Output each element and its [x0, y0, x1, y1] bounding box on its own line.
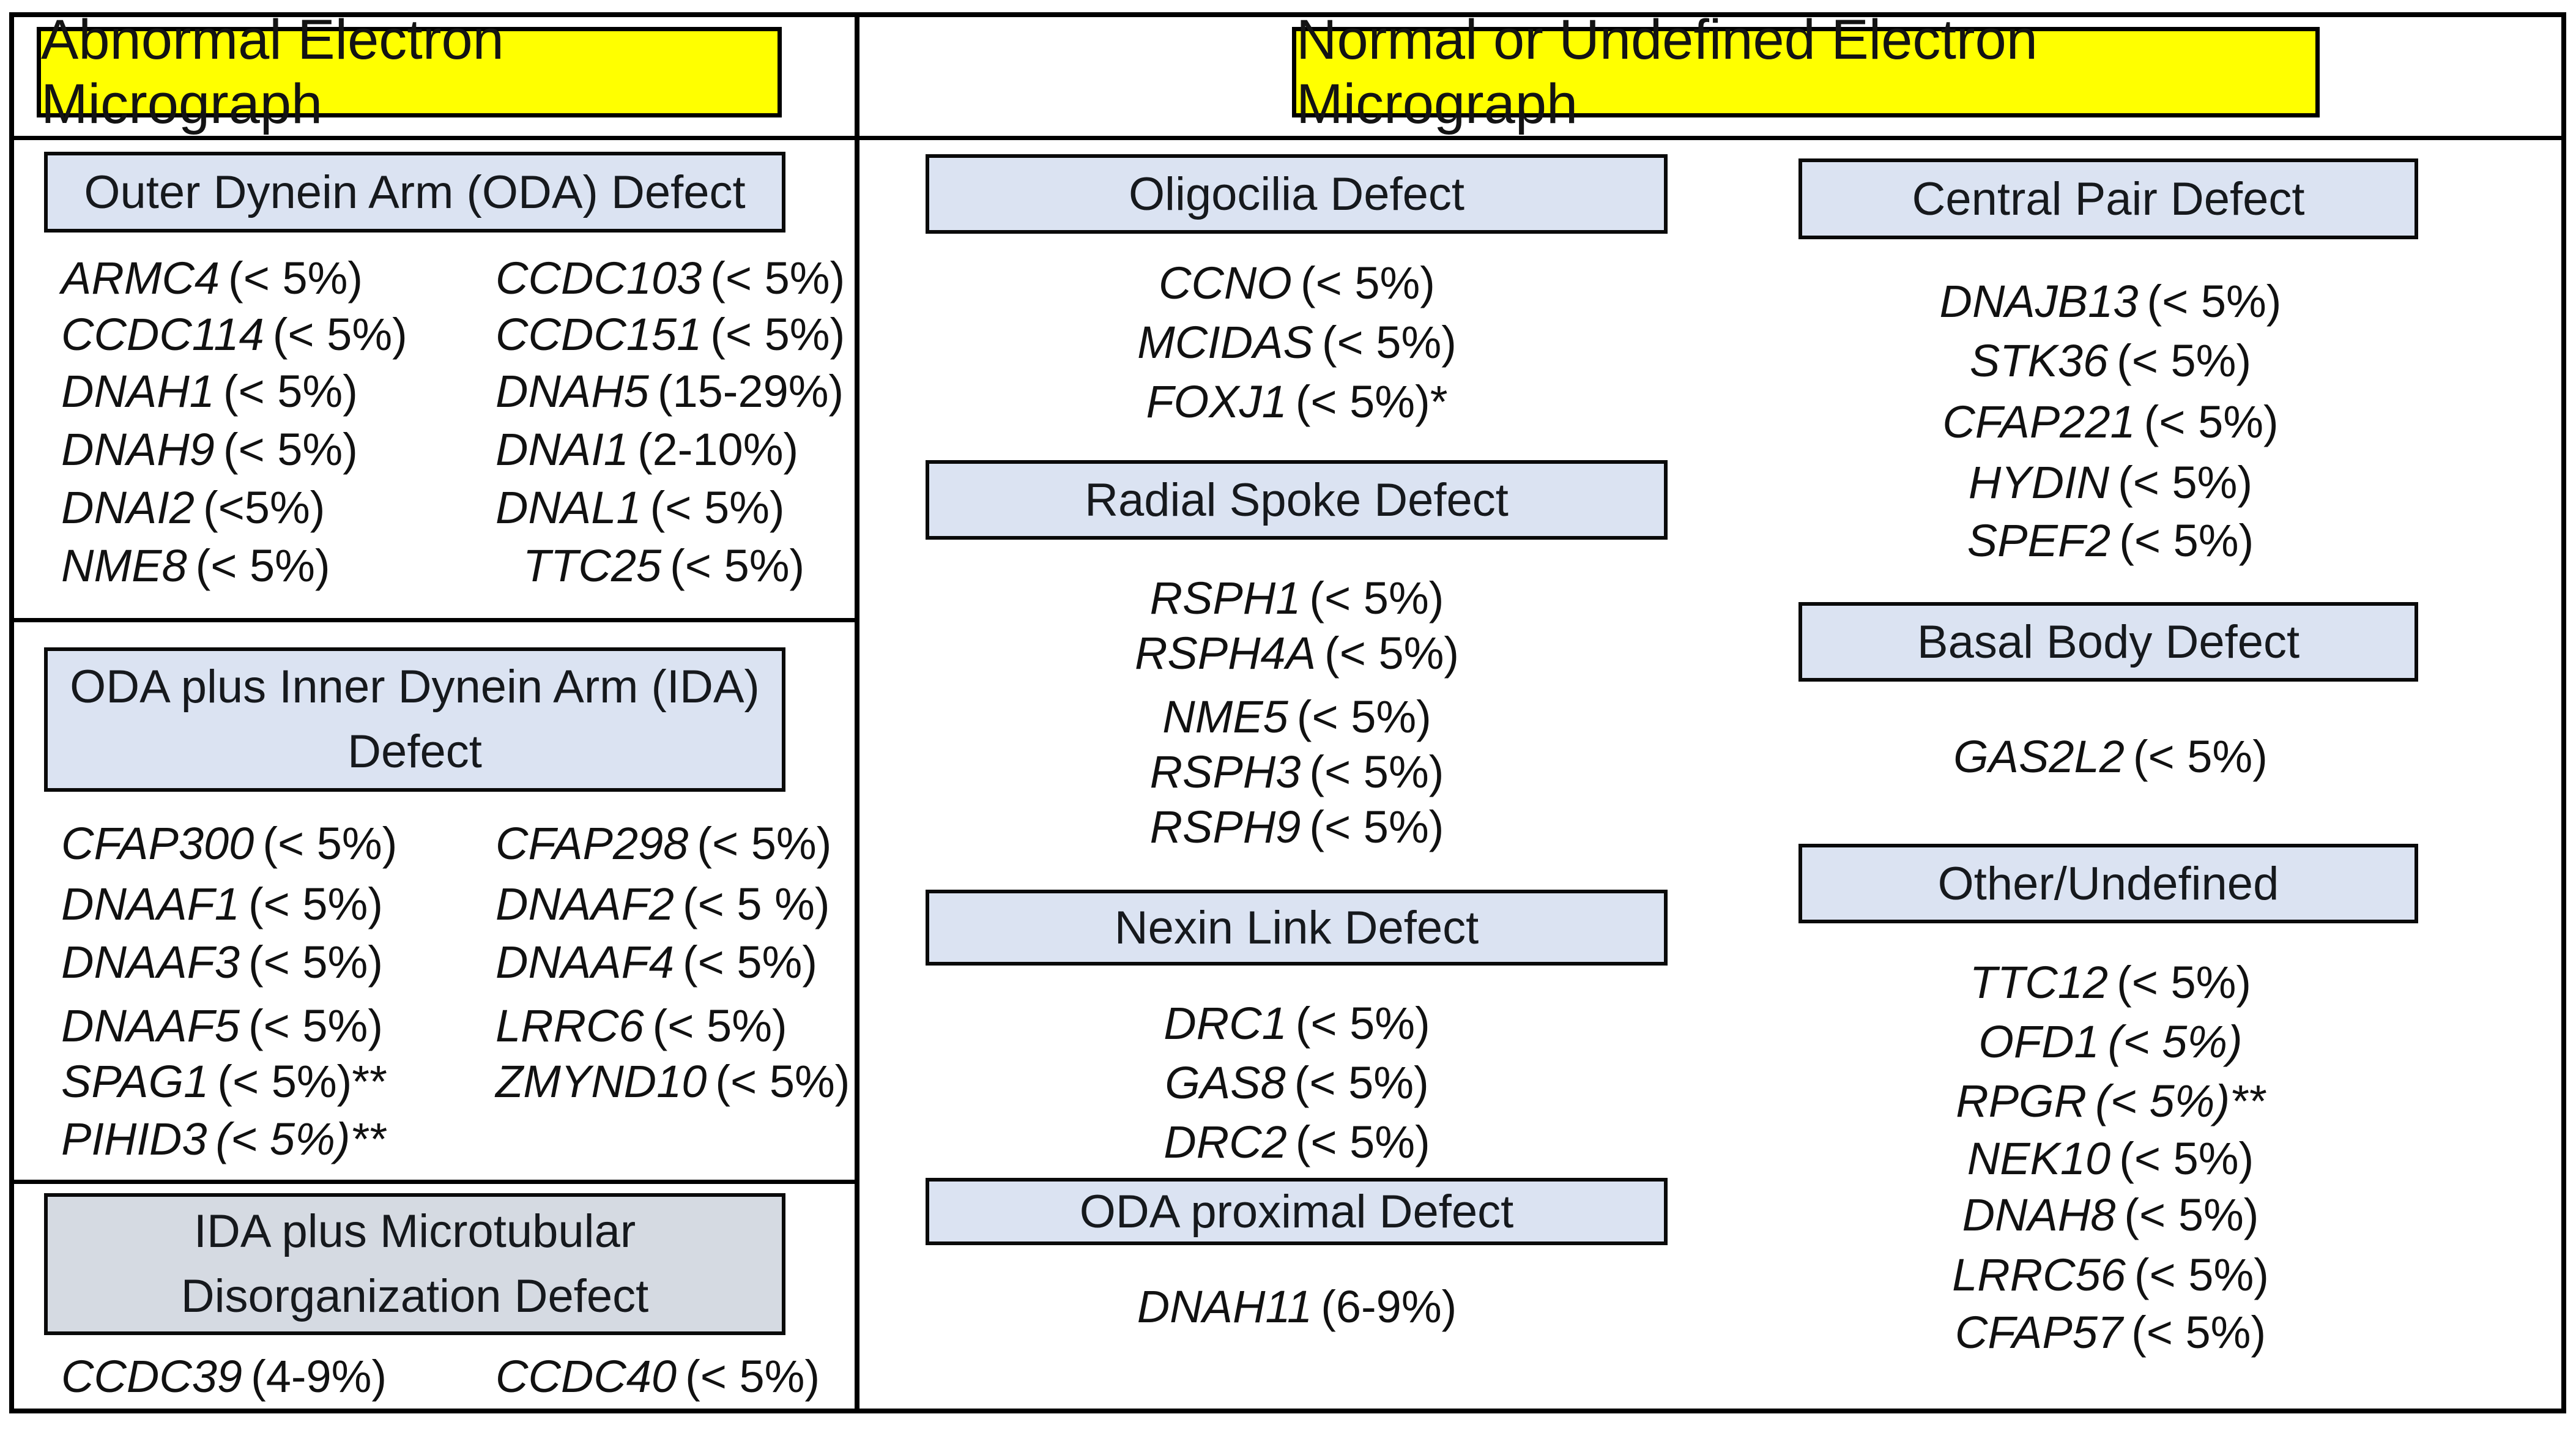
section-header-nexin-link-defect: Nexin Link Defect: [926, 890, 1668, 966]
gene-row: GAS8 (< 5%): [1165, 1057, 1429, 1108]
gene-row: CFAP221 (< 5%): [1942, 396, 2279, 447]
section-title: Nexin Link Defect: [1114, 901, 1479, 954]
gene-entry: CFAP300 (< 5%): [61, 818, 398, 869]
gene-row: CCDC39 (4-9%) CCDC40 (< 5%): [0, 1348, 856, 1405]
gene-entry: CCDC39 (4-9%): [61, 1351, 387, 1402]
gene-row: CFAP300 (< 5%) CFAP298 (< 5%): [0, 815, 856, 873]
gene-entry: CCDC103 (< 5%): [496, 253, 845, 303]
section-title-line2: Disorganization Defect: [180, 1270, 649, 1322]
gene-row: NME5 (< 5%): [1162, 691, 1431, 742]
section-header-central-pair-defect: Central Pair Defect: [1798, 158, 2418, 239]
gene-entry: SPAG1 (< 5%)**: [61, 1056, 387, 1107]
gene-row: DRC2 (< 5%): [1164, 1117, 1430, 1167]
gene-entry: DNAAF2 (< 5 %): [496, 879, 830, 929]
section-header-oda-plus-ida-defect: ODA plus Inner Dynein Arm (IDA) Defect: [44, 647, 785, 792]
gene-entry: DNAH5 (15-29%): [496, 366, 844, 417]
gene-entry: DNAH1 (< 5%): [61, 366, 358, 417]
section-title: Basal Body Defect: [1917, 616, 2300, 668]
gene-row: RSPH1 (< 5%): [1149, 573, 1444, 623]
gene-row: MCIDAS (< 5%): [1137, 317, 1457, 368]
gene-row: DNAI2 (<5%) DNAL1 (< 5%): [0, 479, 856, 537]
section-title-line2: Defect: [347, 726, 482, 778]
gene-entry: CCDC40 (< 5%): [496, 1351, 820, 1402]
gene-entry: LRRC6 (< 5%): [496, 1000, 787, 1051]
gene-row: DNAH9 (< 5%) DNAI1 (2-10%): [0, 421, 856, 478]
gene-row: TTC12 (< 5%): [1969, 957, 2252, 1008]
gene-row: RSPH3 (< 5%): [1149, 746, 1444, 797]
gene-row: OFD1 (< 5%): [1978, 1016, 2243, 1067]
gene-entry: CFAP298 (< 5%): [496, 818, 832, 869]
section-header-oda-proximal-defect: ODA proximal Defect: [926, 1178, 1668, 1245]
gene-row: DNAH8 (< 5%): [1962, 1189, 2259, 1240]
abnormal-em-header-box: Abnormal Electron Micrograph: [37, 9, 782, 135]
section-title: Oligocilia Defect: [1128, 168, 1465, 220]
gene-entry: PIHID3 (< 5%)**: [61, 1114, 386, 1164]
gene-entry: DNAAF3 (< 5%): [61, 937, 383, 988]
section-title-line1: IDA plus Microtubular: [193, 1205, 636, 1257]
gene-row: RSPH4A (< 5%): [1134, 628, 1460, 679]
gene-entry: DNAH9 (< 5%): [61, 424, 358, 475]
section-header-basal-body-defect: Basal Body Defect: [1798, 602, 2418, 682]
section-title: Other/Undefined: [1937, 857, 2279, 910]
gene-row: STK36 (< 5%): [1969, 335, 2252, 386]
column-divider-line: [855, 12, 859, 1413]
section-title: Radial Spoke Defect: [1085, 474, 1509, 526]
left-section-divider-1: [9, 618, 859, 622]
normal-em-header-box: Normal or Undefined Electron Micrograph: [1292, 9, 2320, 135]
gene-row: DRC1 (< 5%): [1164, 998, 1430, 1049]
section-header-oligocilia-defect: Oligocilia Defect: [926, 154, 1668, 234]
gene-entry: DNAAF4 (< 5%): [496, 937, 817, 988]
gene-entry: ARMC4 (< 5%): [61, 253, 363, 303]
normal-em-header-label: Normal or Undefined Electron Micrograph: [1296, 9, 2038, 135]
gene-row: RPGR (< 5%)**: [1956, 1076, 2265, 1126]
gene-entry: DNAI1 (2-10%): [496, 424, 799, 475]
gene-entry: TTC25 (< 5%): [523, 540, 805, 591]
gene-row: PIHID3 (< 5%)**: [0, 1111, 856, 1168]
gene-row: DNAH11 (6-9%): [1137, 1281, 1457, 1332]
gene-row: GAS2L2 (< 5%): [1953, 731, 2268, 782]
gene-entry: ZMYND10 (< 5%): [496, 1056, 850, 1107]
section-header-other-undefined: Other/Undefined: [1798, 844, 2418, 923]
section-title-line1: ODA plus Inner Dynein Arm (IDA): [70, 661, 760, 713]
gene-row: DNAAF3 (< 5%) DNAAF4 (< 5%): [0, 934, 856, 991]
gene-entry: DNAL1 (< 5%): [496, 482, 785, 533]
gene-row: NEK10 (< 5%): [1967, 1133, 2254, 1184]
gene-entry: NME8 (< 5%): [61, 540, 330, 591]
gene-entry: DNAAF1 (< 5%): [61, 879, 383, 929]
gene-row: NME8 (< 5%) TTC25 (< 5%): [0, 537, 856, 595]
gene-row: SPEF2 (< 5%): [1967, 515, 2254, 566]
section-title: ODA proximal Defect: [1079, 1185, 1514, 1238]
gene-row: CCDC114 (< 5%) CCDC151 (< 5%): [0, 306, 856, 363]
gene-row: CFAP57 (< 5%): [1954, 1307, 2266, 1358]
section-title: Central Pair Defect: [1912, 173, 2305, 225]
gene-entry: CCDC114 (< 5%): [61, 309, 407, 360]
gene-row: SPAG1 (< 5%)** ZMYND10 (< 5%): [0, 1053, 856, 1111]
gene-entry: DNAAF5 (< 5%): [61, 1000, 383, 1051]
gene-row: ARMC4 (< 5%) CCDC103 (< 5%): [0, 250, 856, 307]
gene-row: CCNO (< 5%): [1159, 258, 1435, 308]
gene-entry: DNAI2 (<5%): [61, 482, 325, 533]
gene-row: DNAH1 (< 5%) DNAH5 (15-29%): [0, 363, 856, 420]
gene-row: FOXJ1 (< 5%)*: [1146, 376, 1448, 427]
gene-row: RSPH9 (< 5%): [1149, 802, 1444, 852]
header-separator-line: [9, 136, 2566, 140]
outer-border: [9, 12, 2566, 1413]
section-header-ida-microtubular-defect: IDA plus Microtubular Disorganization De…: [44, 1193, 785, 1335]
gene-row: DNAAF1 (< 5%) DNAAF2 (< 5 %): [0, 876, 856, 933]
gene-row: LRRC56 (< 5%): [1952, 1249, 2269, 1300]
section-header-radial-spoke-defect: Radial Spoke Defect: [926, 460, 1668, 540]
gene-row: DNAAF5 (< 5%) LRRC6 (< 5%): [0, 997, 856, 1055]
section-header-oda-defect: Outer Dynein Arm (ODA) Defect: [44, 152, 785, 233]
abnormal-em-header-label: Abnormal Electron Micrograph: [41, 9, 504, 135]
left-section-divider-2: [9, 1180, 859, 1184]
gene-row: DNAJB13 (< 5%): [1939, 276, 2282, 327]
section-title: Outer Dynein Arm (ODA) Defect: [84, 166, 746, 218]
gene-row: HYDIN (< 5%): [1968, 457, 2253, 508]
gene-entry: CCDC151 (< 5%): [496, 309, 845, 360]
